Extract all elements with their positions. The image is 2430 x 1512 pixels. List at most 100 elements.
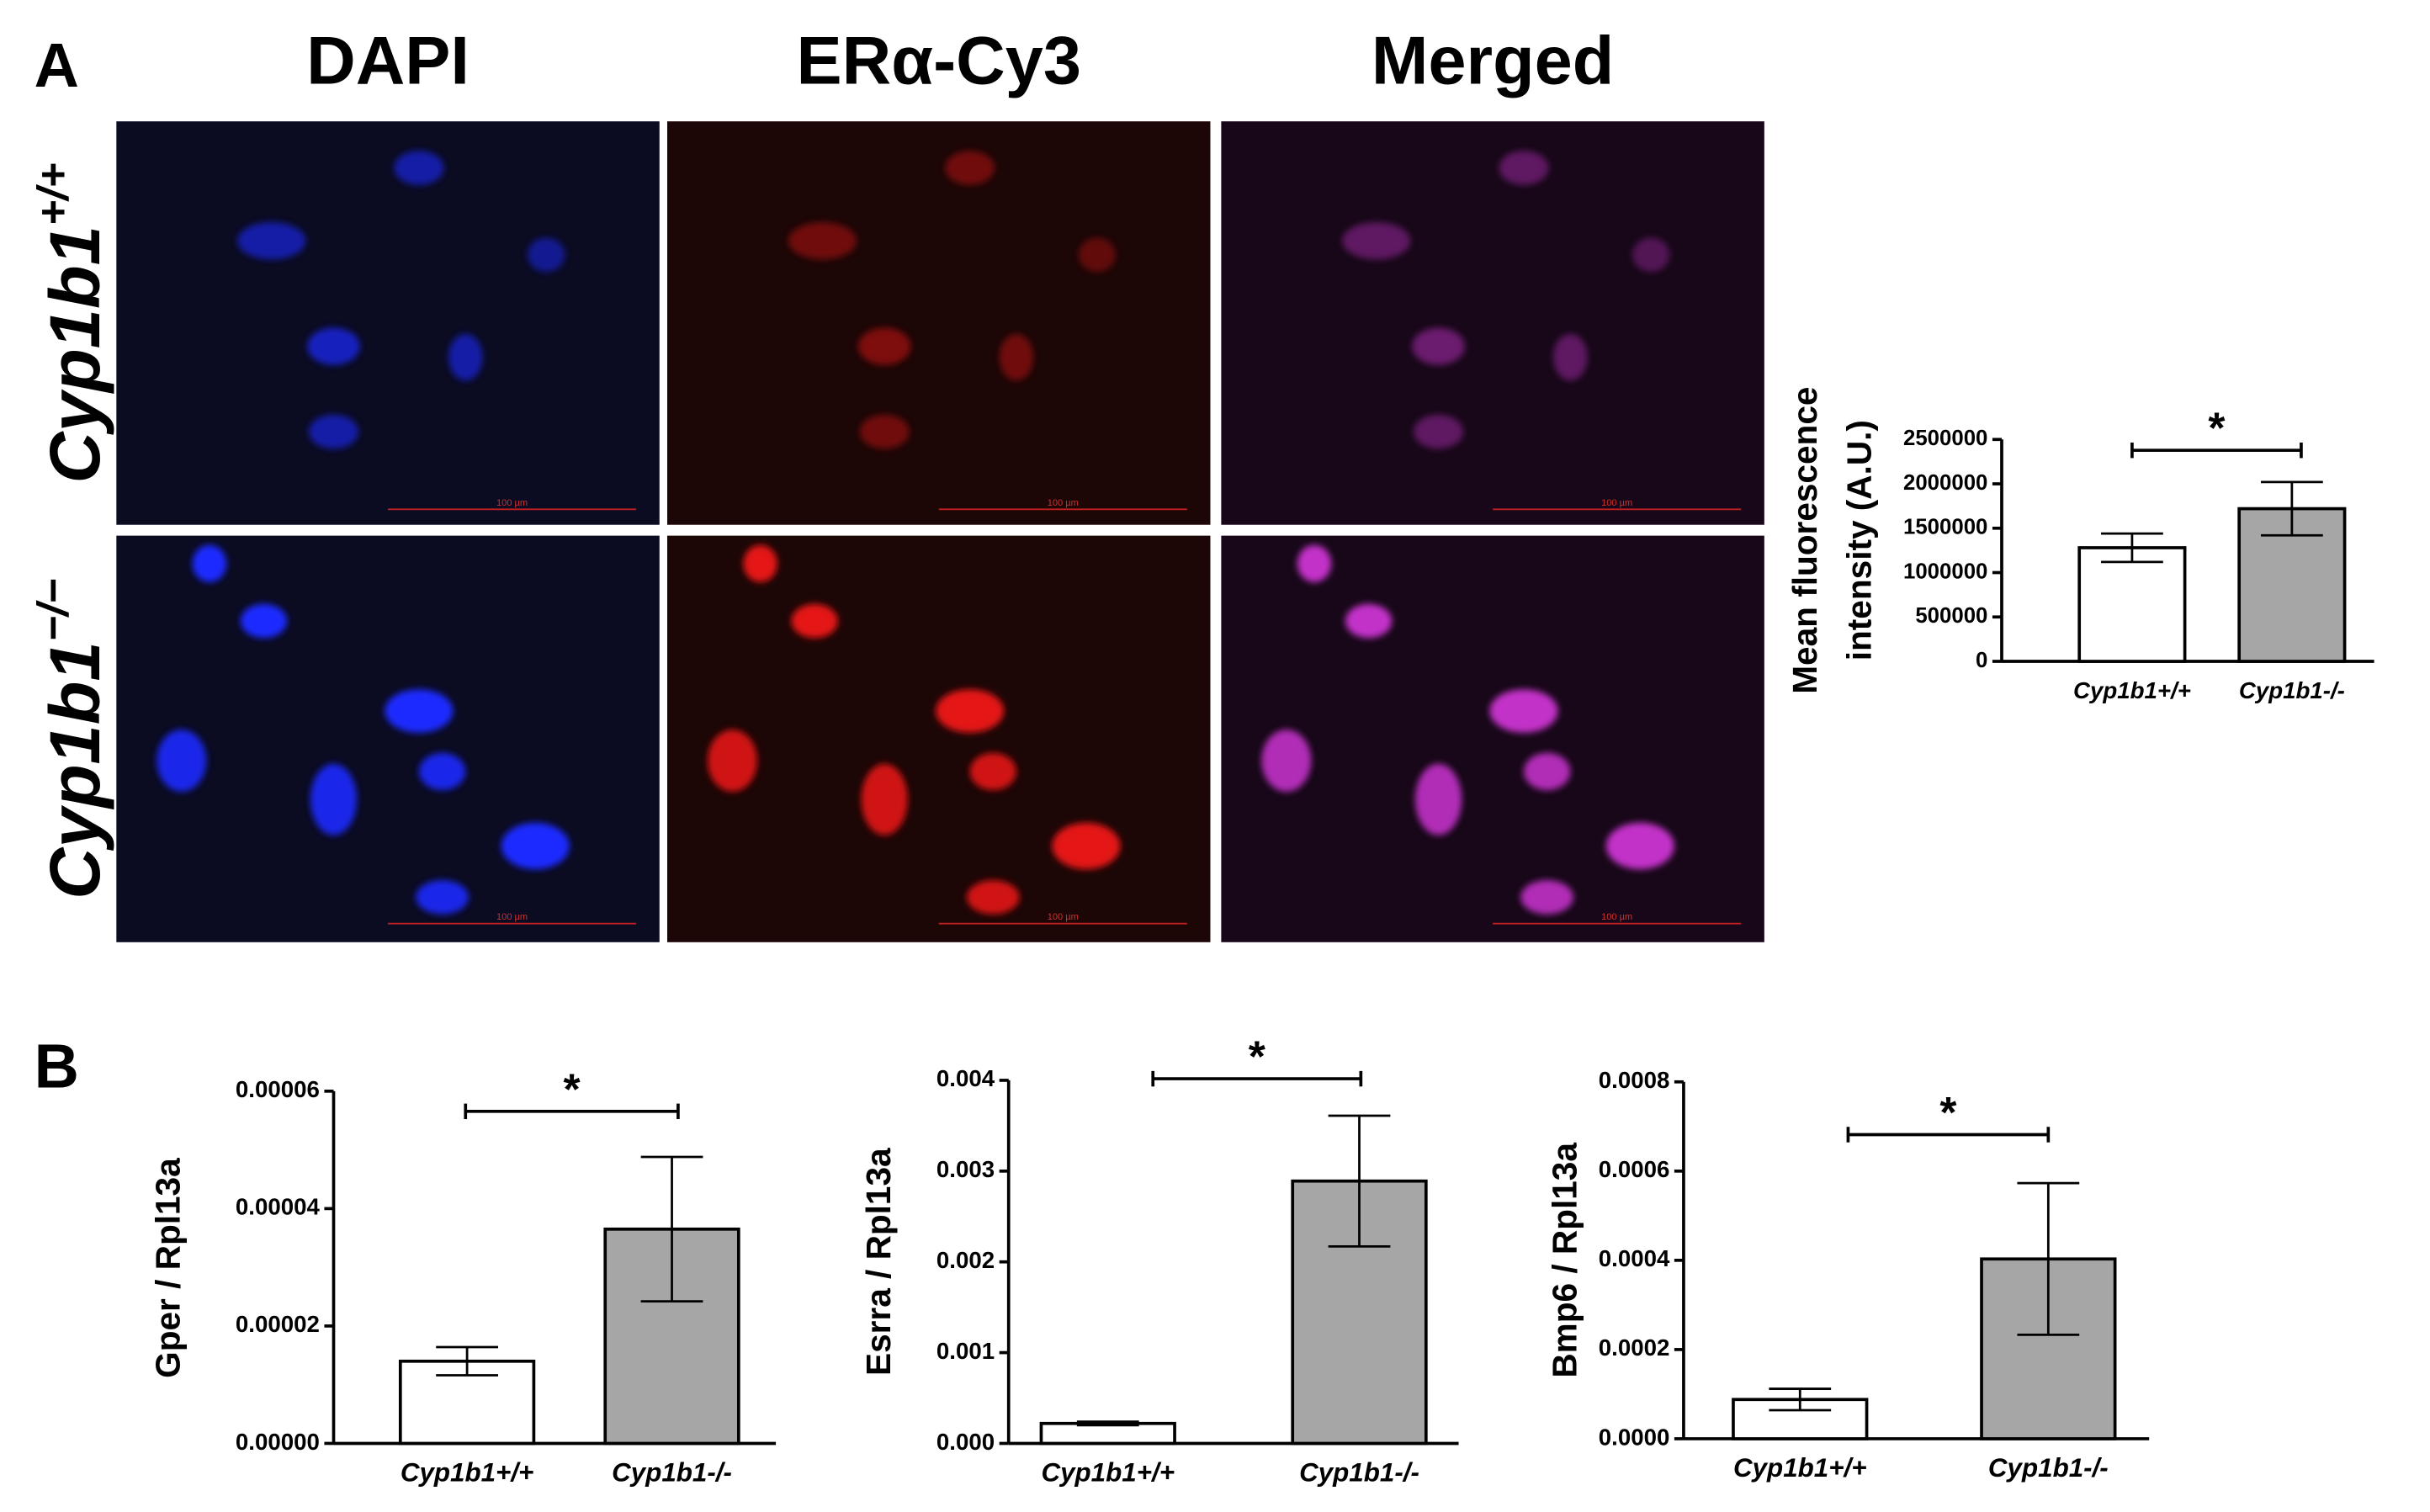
error-bar — [2260, 480, 2323, 537]
y-tick-label: 2000000 — [1903, 471, 1987, 495]
row-label-sup: −/− — [28, 579, 77, 642]
error-bar — [640, 1155, 703, 1303]
nucleus — [1052, 822, 1121, 870]
nucleus — [966, 880, 1020, 915]
y-axis-label: intensity (A.U.) — [1840, 420, 1879, 661]
micrograph — [667, 121, 1211, 525]
error-bar — [2101, 532, 2163, 564]
y-tick-label: 1500000 — [1903, 516, 1987, 539]
scale-bar-label: 100 µm — [1601, 912, 1632, 922]
row-label: Cyp1b1+/+ — [28, 162, 114, 483]
y-tick-label: 0.0006 — [1599, 1156, 1670, 1182]
y-tick-label: 1000000 — [1903, 560, 1987, 583]
scale-bar-label: 100 µm — [1048, 498, 1079, 508]
scale-bar-label: 100 µm — [496, 498, 528, 508]
micrograph — [1221, 535, 1764, 942]
y-tick-label: 0.002 — [936, 1247, 995, 1273]
nucleus — [501, 822, 570, 870]
nucleus — [857, 327, 911, 365]
nucleus — [999, 333, 1034, 381]
x-tick-label: Cyp1b1+/+ — [1733, 1453, 1867, 1483]
y-axis-label: Bmp6 / Rpl13a — [1545, 1143, 1584, 1378]
column-header: Merged — [1372, 23, 1615, 98]
scale-bar-label: 100 µm — [1601, 498, 1632, 508]
scale-bar-label: 100 µm — [496, 912, 528, 922]
nucleus — [969, 752, 1016, 791]
nucleus — [743, 544, 777, 582]
row-label-sup: +/+ — [28, 162, 77, 225]
nucleus — [1414, 763, 1462, 836]
y-tick-label: 0.000 — [936, 1429, 995, 1455]
significance-label: * — [1249, 1032, 1266, 1081]
nucleus — [1523, 752, 1571, 791]
error-bar — [436, 1345, 498, 1377]
nucleus — [945, 151, 995, 185]
nucleus — [308, 414, 359, 449]
y-tick-label: 0.0002 — [1599, 1334, 1670, 1361]
micrograph — [116, 121, 660, 525]
y-tick-label: 0.0004 — [1599, 1245, 1670, 1271]
y-axis-label: Esrra / Rpl13a — [859, 1148, 898, 1376]
y-tick-label: 0.003 — [936, 1156, 995, 1182]
y-tick-label: 0.00002 — [236, 1311, 320, 1337]
y-tick-label: 0.00006 — [236, 1076, 320, 1102]
nucleus — [385, 689, 454, 733]
error-bar — [1769, 1387, 1832, 1412]
y-axis-label: Gper / Rpl13a — [149, 1158, 188, 1378]
nucleus — [936, 689, 1005, 733]
nucleus — [192, 544, 227, 582]
x-tick-label: Cyp1b1-/- — [1988, 1453, 2109, 1483]
nucleus — [307, 327, 360, 365]
micrograph — [667, 535, 1211, 942]
x-tick-label: Cyp1b1-/- — [612, 1458, 732, 1488]
bar — [1732, 1398, 1869, 1440]
column-header: ERα-Cy3 — [797, 23, 1081, 98]
row-label-base: Cyp1b1 — [34, 225, 114, 483]
error-bar — [2017, 1181, 2080, 1336]
nucleus — [310, 763, 358, 836]
row-label-base: Cyp1b1 — [34, 641, 114, 899]
y-tick-label: 2500000 — [1903, 427, 1987, 450]
row-label: Cyp1b1−/− — [28, 579, 114, 899]
error-bar — [1076, 1420, 1139, 1427]
micrograph — [116, 535, 660, 942]
nucleus — [1412, 327, 1465, 365]
x-tick-label: Cyp1b1+/+ — [1041, 1458, 1175, 1488]
panel-label: A — [34, 30, 79, 100]
nucleus — [1261, 729, 1312, 792]
y-tick-label: 0.001 — [936, 1338, 995, 1364]
nucleus — [1297, 544, 1332, 582]
nucleus — [528, 237, 565, 273]
nucleus — [1632, 237, 1670, 273]
nucleus — [1605, 822, 1674, 870]
panel-label: B — [34, 1031, 79, 1101]
scale-bar-label: 100 µm — [1048, 912, 1079, 922]
nucleus — [157, 729, 207, 792]
y-tick-label: 0.0000 — [1599, 1424, 1670, 1450]
nucleus — [1520, 880, 1574, 915]
nucleus — [237, 222, 306, 260]
nucleus — [791, 603, 838, 639]
nucleus — [1414, 414, 1464, 449]
x-tick-label: Cyp1b1+/+ — [2073, 677, 2191, 703]
significance-label: * — [564, 1064, 581, 1113]
nucleus — [1499, 151, 1549, 185]
nucleus — [448, 333, 483, 381]
error-bar — [1328, 1114, 1391, 1248]
micrograph — [1221, 121, 1764, 525]
y-tick-label: 500000 — [1915, 604, 1987, 628]
y-axis-label: Mean fluorescence — [1785, 387, 1824, 694]
nucleus — [416, 880, 469, 915]
nucleus — [788, 222, 857, 260]
y-tick-label: 0.00004 — [236, 1194, 321, 1220]
nucleus — [1553, 333, 1588, 381]
nucleus — [1345, 603, 1393, 639]
nucleus — [240, 603, 288, 639]
y-tick-label: 0.004 — [936, 1065, 995, 1091]
bar — [1039, 1421, 1176, 1446]
x-tick-label: Cyp1b1-/- — [1299, 1458, 1419, 1488]
significance-label: * — [2208, 404, 2226, 453]
nucleus — [1489, 689, 1558, 733]
